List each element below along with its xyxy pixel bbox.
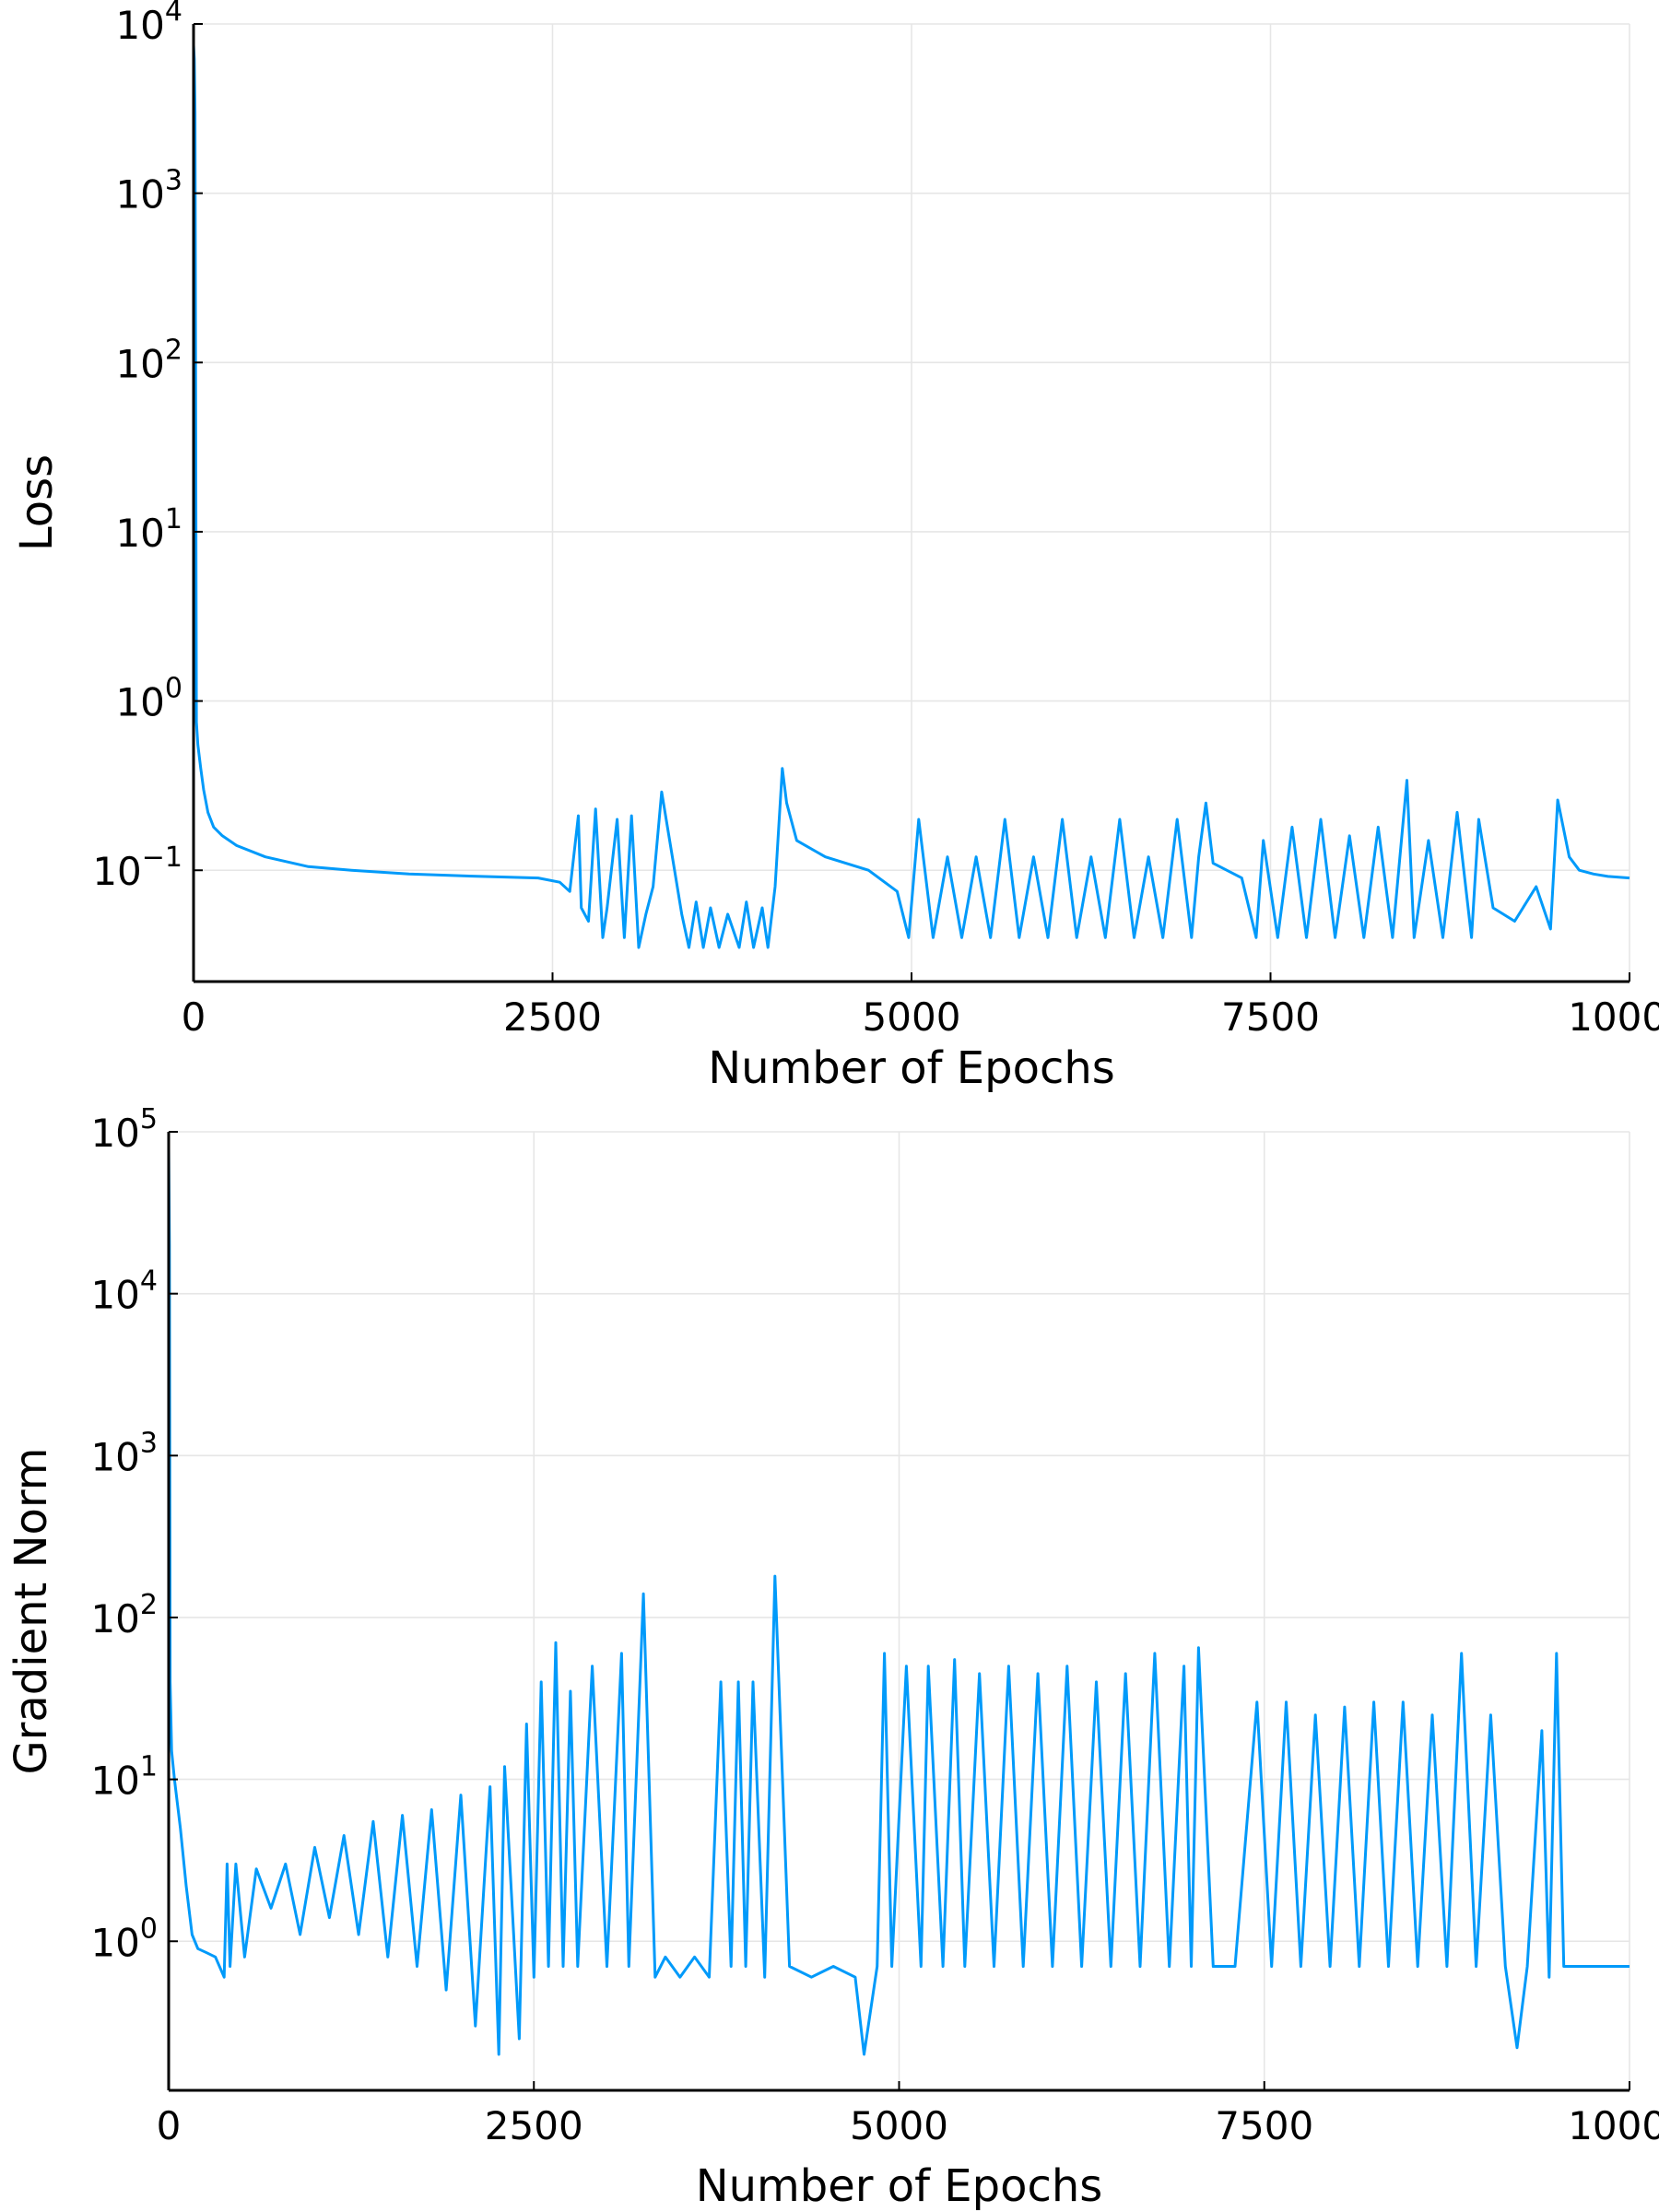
x-axis-label: Number of Epochs [696, 2160, 1103, 2212]
y-tick-base: 10 [115, 172, 164, 218]
y-tick-label: 104 [115, 0, 182, 48]
y-tick-label: 101 [90, 1751, 158, 1804]
y-tick-base: 10 [115, 3, 164, 48]
y-tick-label: 100 [90, 1912, 158, 1965]
y-tick-label: 102 [90, 1589, 158, 1641]
x-tick-label: 5000 [863, 994, 961, 1040]
x-tick-label: 10000 [1568, 994, 1659, 1040]
y-tick-exponent: 1 [165, 503, 182, 535]
loss-panel: 02500500075001000010−1100101102103104Num… [11, 0, 1659, 1094]
y-tick-base: 10 [90, 1759, 139, 1804]
x-tick-label: 2500 [485, 2103, 583, 2148]
x-tick-label: 5000 [850, 2103, 948, 2148]
y-tick-label: 102 [115, 334, 182, 386]
y-tick-base: 10 [90, 1111, 139, 1156]
y-tick-label: 105 [90, 1103, 158, 1156]
y-axis-label: Gradient Norm [6, 1447, 57, 1774]
y-tick-label: 100 [115, 673, 182, 725]
y-tick-exponent: 0 [165, 673, 182, 705]
x-tick-label: 7500 [1215, 2103, 1313, 2148]
series-line [167, 1147, 1630, 2056]
x-tick-label: 0 [157, 2103, 182, 2148]
x-axis-label: Number of Epochs [708, 1042, 1115, 1094]
y-tick-base: 10 [90, 1434, 139, 1479]
y-tick-exponent: 3 [165, 165, 182, 197]
y-tick-exponent: 5 [140, 1103, 158, 1135]
y-tick-exponent: 2 [140, 1589, 158, 1621]
x-tick-label: 2500 [503, 994, 602, 1040]
x-tick-label: 10000 [1568, 2103, 1659, 2148]
y-tick-exponent: 4 [140, 1265, 158, 1298]
y-tick-label: 101 [115, 503, 182, 556]
y-tick-label: 103 [90, 1427, 158, 1479]
gradient-norm-panel: 025005000750010000100101102103104105Numb… [6, 1103, 1659, 2212]
y-tick-base: 10 [115, 511, 164, 556]
y-tick-exponent: 2 [165, 334, 182, 366]
y-tick-base: 10 [90, 1596, 139, 1641]
y-axis-label: Loss [11, 454, 63, 551]
y-tick-base: 10 [90, 1920, 139, 1965]
y-tick-label: 103 [115, 165, 182, 218]
y-tick-label: 10−1 [92, 841, 182, 894]
y-tick-base: 10 [115, 680, 164, 725]
y-tick-label: 104 [90, 1265, 158, 1318]
y-tick-exponent: 3 [140, 1427, 158, 1459]
gridlines [193, 23, 1630, 982]
y-tick-exponent: 4 [165, 0, 182, 28]
y-tick-exponent: −1 [142, 841, 182, 874]
x-tick-label: 7500 [1221, 994, 1320, 1040]
y-tick-base: 10 [115, 341, 164, 386]
x-tick-label: 0 [182, 994, 206, 1040]
series-line [192, 44, 1630, 949]
y-tick-exponent: 1 [140, 1751, 158, 1783]
y-tick-exponent: 0 [140, 1912, 158, 1945]
y-tick-base: 10 [92, 849, 141, 894]
y-tick-base: 10 [90, 1273, 139, 1318]
